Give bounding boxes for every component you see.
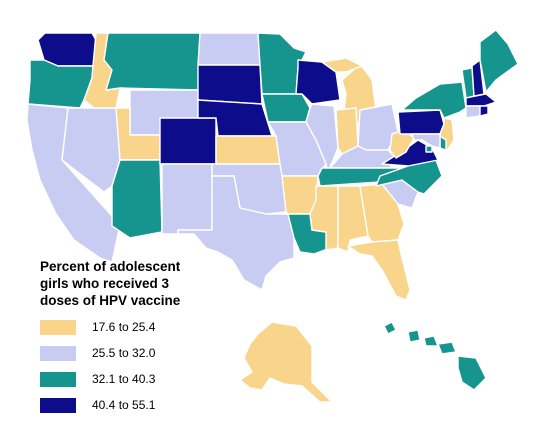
state-MI-upper[interactable]: [321, 57, 363, 73]
legend-swatch: [40, 345, 76, 361]
legend-title-line: Percent of adolescent: [40, 259, 181, 274]
state-MA[interactable]: [465, 93, 497, 107]
state-MT[interactable]: [103, 32, 201, 91]
legend-title-line: girls who received 3: [40, 276, 170, 291]
legend-title: Percent of adolescent girls who received…: [40, 258, 240, 309]
state-NC[interactable]: [375, 159, 443, 195]
legend-item-bin-3: 32.1 to 40.3: [40, 370, 240, 388]
legend-label: 40.4 to 55.1: [92, 398, 156, 412]
state-IA[interactable]: [261, 93, 311, 123]
legend-item-bin-4: 40.4 to 55.1: [40, 396, 240, 414]
map-legend: Percent of adolescent girls who received…: [40, 258, 240, 422]
state-KY[interactable]: [329, 145, 397, 169]
legend-item-bin-2: 25.5 to 32.0: [40, 344, 240, 362]
legend-label: 25.5 to 32.0: [92, 346, 156, 360]
state-PA[interactable]: [397, 109, 445, 135]
state-AK[interactable]: [239, 321, 333, 403]
state-SD[interactable]: [197, 64, 263, 105]
state-HI[interactable]: [383, 321, 487, 391]
state-AZ[interactable]: [111, 159, 163, 239]
legend-label: 17.6 to 25.4: [92, 320, 156, 334]
state-FL[interactable]: [347, 239, 411, 301]
state-ME[interactable]: [479, 29, 519, 93]
state-KS[interactable]: [215, 135, 281, 165]
legend-swatch: [40, 319, 76, 335]
state-CO[interactable]: [159, 117, 217, 165]
legend-item-bin-1: 17.6 to 25.4: [40, 318, 240, 336]
state-CT[interactable]: [465, 105, 481, 119]
legend-swatch: [40, 397, 76, 413]
state-ND[interactable]: [197, 32, 261, 66]
state-RI[interactable]: [479, 105, 489, 117]
state-TX[interactable]: [177, 175, 295, 291]
legend-title-line: doses of HPV vaccine: [40, 293, 181, 308]
state-NM[interactable]: [161, 163, 213, 235]
state-DC[interactable]: [425, 145, 433, 153]
legend-label: 32.1 to 40.3: [92, 372, 156, 386]
state-IL[interactable]: [305, 103, 339, 173]
legend-swatch: [40, 371, 76, 387]
state-OR[interactable]: [27, 59, 94, 109]
